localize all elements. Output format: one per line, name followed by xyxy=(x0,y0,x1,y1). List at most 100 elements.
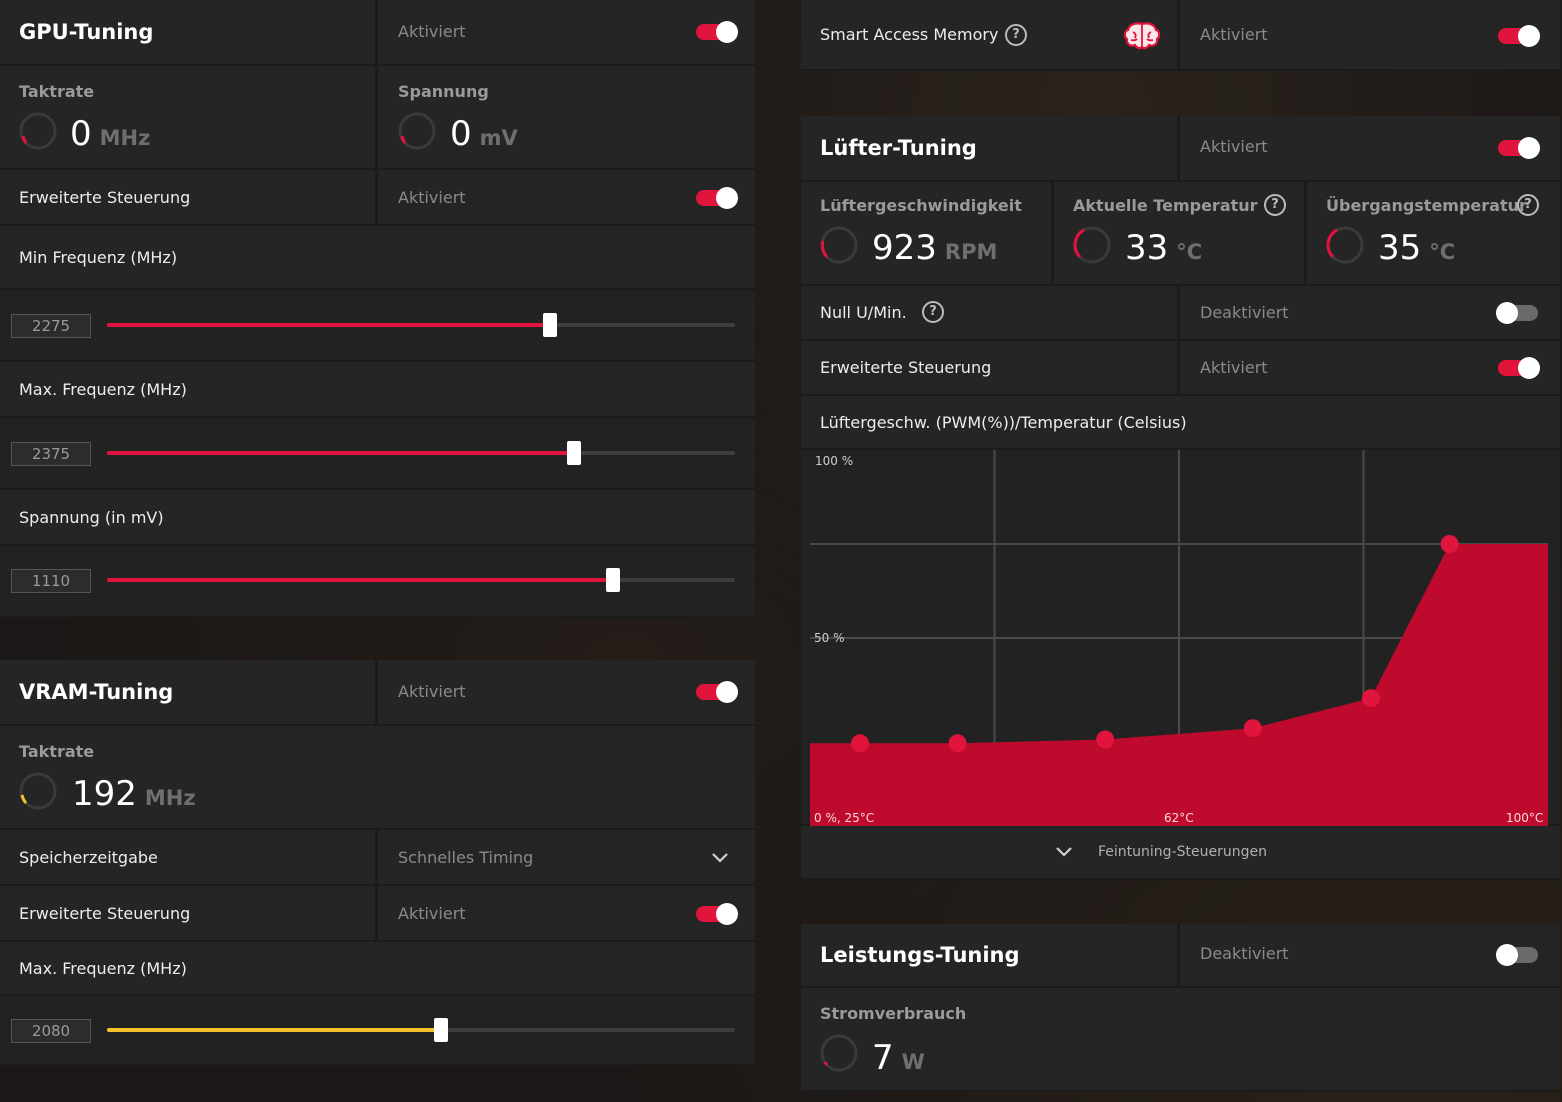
gpu-min-freq-label-row: Min Frequenz (MHz) xyxy=(0,226,755,290)
gpu-voltage-input[interactable]: 1110 xyxy=(11,569,91,593)
vram-tuning-panel: VRAM-Tuning Aktiviert Taktrate 192 MHz Sp… xyxy=(0,660,755,1066)
help-icon[interactable]: ? xyxy=(1005,24,1027,46)
gpu-max-freq-thumb[interactable] xyxy=(566,441,581,465)
power-tuning-toggle[interactable] xyxy=(1496,944,1538,966)
finetune-row[interactable]: Feintuning-Steuerungen xyxy=(801,826,1560,880)
gpu-voltage-slider-row: 1110 xyxy=(0,546,755,618)
help-icon[interactable]: ? xyxy=(1517,194,1539,216)
fan-speed-gauge-icon xyxy=(820,226,858,264)
gpu-voltage-slider-label: Spannung (in mV) xyxy=(19,508,164,527)
gpu-min-freq-input[interactable]: 2275 xyxy=(11,314,91,338)
chevron-down-icon xyxy=(1056,847,1072,857)
fan-curve-point[interactable] xyxy=(1243,719,1262,738)
smart-access-memory-row: Smart Access Memory ? Aktiviert xyxy=(801,0,1560,71)
fan-speed-label: Lüftergeschwindigkeit xyxy=(820,196,1022,215)
sam-status: Aktiviert xyxy=(1200,25,1268,44)
vram-max-freq-label: Max. Frequenz (MHz) xyxy=(19,959,187,978)
brain-icon xyxy=(1123,22,1161,50)
vram-clock-gauge-icon xyxy=(19,772,57,810)
vram-tuning-header: VRAM-Tuning Aktiviert xyxy=(0,660,755,726)
vram-tuning-toggle[interactable] xyxy=(696,681,738,703)
gpu-max-freq-input[interactable]: 2375 xyxy=(11,442,91,466)
fan-tuning-status: Aktiviert xyxy=(1200,137,1268,156)
vram-advanced-status: Aktiviert xyxy=(398,904,466,923)
zero-rpm-toggle[interactable] xyxy=(1496,302,1538,324)
vram-max-freq-input[interactable]: 2080 xyxy=(11,1019,91,1043)
gpu-clock-gauge-icon xyxy=(19,112,57,150)
junction-temp-value: 35 °C xyxy=(1378,228,1456,268)
fan-curve-chart[interactable]: 100 % 50 % 0 %, 25°C 62°C 100°C xyxy=(810,450,1548,826)
power-tuning-panel: Leistungs-Tuning Deaktiviert Stromverbra… xyxy=(801,924,1560,1092)
fan-curve-chart-area: 100 % 50 % 0 %, 25°C 62°C 100°C xyxy=(801,450,1560,826)
fan-curve-point[interactable] xyxy=(851,734,869,753)
gpu-voltage-slider-label-row: Spannung (in mV) xyxy=(0,490,755,546)
vram-max-freq-slider[interactable] xyxy=(107,1018,735,1042)
vram-max-freq-label-row: Max. Frequenz (MHz) xyxy=(0,942,755,996)
x-tick-label: 62°C xyxy=(1164,811,1194,825)
vram-timing-dropdown[interactable]: Schnelles Timing xyxy=(378,830,755,884)
vram-timing-row: Speicherzeitgabe Schnelles Timing xyxy=(0,830,755,886)
vram-tuning-title: VRAM-Tuning xyxy=(19,680,174,704)
gpu-advanced-status: Aktiviert xyxy=(398,188,466,207)
gpu-min-freq-label: Min Frequenz (MHz) xyxy=(19,248,178,267)
gpu-min-freq-slider[interactable] xyxy=(107,313,735,337)
vram-tuning-status: Aktiviert xyxy=(398,682,466,701)
sam-toggle[interactable] xyxy=(1498,25,1540,47)
y-tick-label: 50 % xyxy=(814,631,845,645)
gpu-tuning-status: Aktiviert xyxy=(398,22,466,41)
gpu-voltage-value: 0 mV xyxy=(450,114,518,154)
sam-label: Smart Access Memory xyxy=(820,25,999,44)
current-temp-label: Aktuelle Temperatur xyxy=(1073,196,1258,215)
fan-advanced-status: Aktiviert xyxy=(1200,358,1268,377)
gpu-clock-label: Taktrate xyxy=(19,82,95,101)
fan-advanced-row: Erweiterte Steuerung Aktiviert xyxy=(801,341,1560,396)
fan-tuning-toggle[interactable] xyxy=(1498,137,1540,159)
y-tick-label: 100 % xyxy=(815,454,853,468)
gpu-max-freq-slider[interactable] xyxy=(107,441,735,465)
vram-advanced-row: Erweiterte Steuerung Aktiviert xyxy=(0,886,755,942)
fan-advanced-label: Erweiterte Steuerung xyxy=(820,358,992,377)
gpu-max-freq-label: Max. Frequenz (MHz) xyxy=(19,380,187,399)
current-temp-value: 33 °C xyxy=(1125,228,1203,268)
current-temp-gauge-icon xyxy=(1073,226,1111,264)
vram-timing-value: Schnelles Timing xyxy=(398,848,534,867)
fan-tuning-panel: Lüfter-Tuning Aktiviert Lüftergeschwindi… xyxy=(801,116,1560,880)
fan-curve-point[interactable] xyxy=(1096,730,1115,749)
fan-tuning-title: Lüfter-Tuning xyxy=(820,136,977,160)
fan-curve-point[interactable] xyxy=(948,734,967,753)
gpu-advanced-label: Erweiterte Steuerung xyxy=(19,188,191,207)
fan-advanced-toggle[interactable] xyxy=(1498,357,1540,379)
gpu-advanced-toggle[interactable] xyxy=(696,187,738,209)
gpu-voltage-label: Spannung xyxy=(398,82,489,101)
gpu-tuning-title: GPU-Tuning xyxy=(19,20,154,44)
gpu-tuning-toggle[interactable] xyxy=(696,21,738,43)
help-icon[interactable]: ? xyxy=(1264,194,1286,216)
power-tuning-title: Leistungs-Tuning xyxy=(820,943,1020,967)
vram-max-freq-thumb[interactable] xyxy=(434,1018,449,1042)
gpu-min-freq-thumb[interactable] xyxy=(542,313,557,337)
junction-temp-label: Übergangstemperatur xyxy=(1326,196,1527,215)
gpu-voltage-slider[interactable] xyxy=(107,568,735,592)
power-draw-label: Stromverbrauch xyxy=(820,1004,967,1023)
x-tick-label: 100°C xyxy=(1506,811,1543,825)
chevron-down-icon xyxy=(712,853,728,863)
gpu-advanced-row: Erweiterte Steuerung Aktiviert xyxy=(0,170,755,226)
fan-tuning-header: Lüfter-Tuning Aktiviert xyxy=(801,116,1560,182)
gpu-min-freq-slider-row: 2275 xyxy=(0,290,755,362)
x-tick-label: 0 %, 25°C xyxy=(814,811,874,825)
fan-curve-point[interactable] xyxy=(1440,535,1459,553)
zero-rpm-status: Deaktiviert xyxy=(1200,303,1289,322)
fan-speed-value: 923 RPM xyxy=(872,228,998,268)
fan-curve-point[interactable] xyxy=(1361,689,1380,708)
vram-advanced-toggle[interactable] xyxy=(696,903,738,925)
vram-timing-label: Speicherzeitgabe xyxy=(19,848,158,867)
power-draw-gauge-icon xyxy=(820,1034,858,1072)
finetune-label: Feintuning-Steuerungen xyxy=(1098,844,1267,860)
gpu-clock-value: 0 MHz xyxy=(70,114,151,154)
fan-curve-title: Lüftergeschw. (PWM(%))/Temperatur (Celsi… xyxy=(820,413,1187,432)
gpu-voltage-thumb[interactable] xyxy=(605,568,620,592)
help-icon[interactable]: ? xyxy=(922,301,944,323)
gpu-voltage-gauge-icon xyxy=(398,112,436,150)
